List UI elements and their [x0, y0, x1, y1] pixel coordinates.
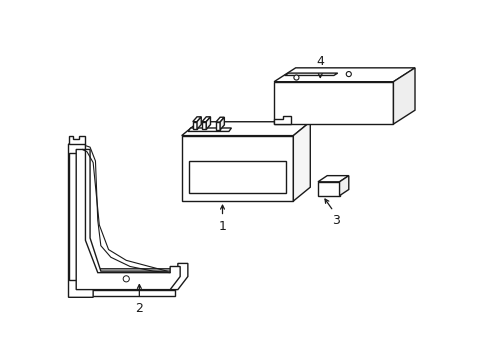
Bar — [317, 182, 339, 195]
Polygon shape — [220, 117, 224, 130]
Polygon shape — [317, 176, 348, 182]
Polygon shape — [68, 136, 85, 144]
Circle shape — [346, 72, 350, 77]
Text: 4: 4 — [316, 55, 324, 68]
Bar — [202, 122, 206, 129]
Polygon shape — [85, 280, 174, 289]
Bar — [189, 161, 285, 193]
Polygon shape — [393, 68, 414, 124]
Polygon shape — [182, 122, 310, 136]
Text: 3: 3 — [332, 214, 340, 227]
Circle shape — [293, 75, 298, 80]
Polygon shape — [188, 128, 231, 131]
Bar — [182, 136, 293, 201]
Circle shape — [123, 276, 129, 282]
Text: 1: 1 — [218, 220, 226, 233]
Text: 2: 2 — [135, 302, 143, 315]
Polygon shape — [274, 116, 290, 124]
Polygon shape — [174, 269, 183, 289]
Bar — [215, 122, 220, 130]
Polygon shape — [197, 117, 201, 129]
Polygon shape — [215, 117, 224, 122]
Bar — [192, 122, 197, 129]
Polygon shape — [202, 117, 210, 122]
Polygon shape — [284, 73, 337, 76]
Polygon shape — [76, 149, 180, 289]
Polygon shape — [192, 117, 201, 122]
Polygon shape — [293, 122, 310, 201]
Polygon shape — [274, 68, 414, 82]
Polygon shape — [68, 153, 79, 280]
Polygon shape — [85, 269, 183, 280]
Polygon shape — [206, 117, 210, 129]
Polygon shape — [68, 144, 187, 297]
Polygon shape — [76, 289, 174, 296]
Polygon shape — [339, 176, 348, 195]
Polygon shape — [274, 82, 393, 124]
